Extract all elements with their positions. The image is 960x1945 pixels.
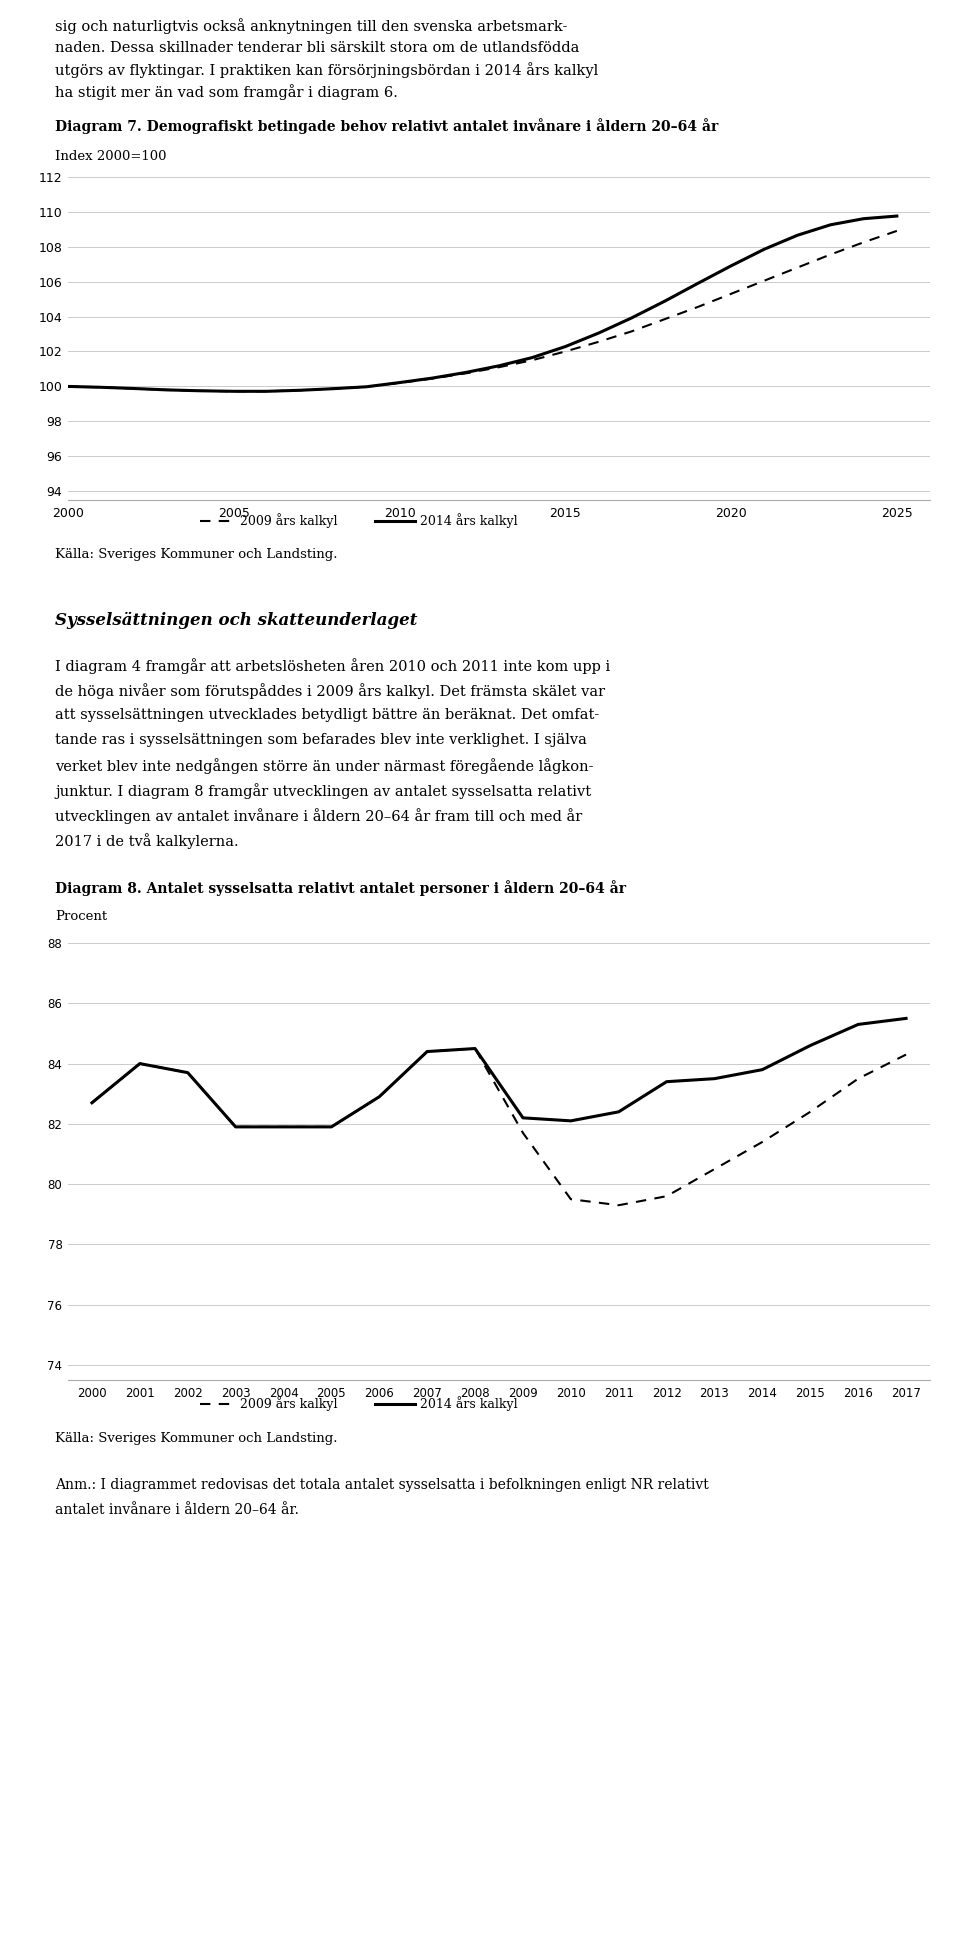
Text: Sysselsättningen och skatteunderlaget: Sysselsättningen och skatteunderlaget	[55, 613, 418, 628]
Text: verket blev inte nedgången större än under närmast föregående lågkon-: verket blev inte nedgången större än und…	[55, 759, 593, 774]
Text: Anm.: I diagrammet redovisas det totala antalet sysselsatta i befolkningen enlig: Anm.: I diagrammet redovisas det totala …	[55, 1478, 708, 1492]
Text: Källa: Sveriges Kommuner och Landsting.: Källa: Sveriges Kommuner och Landsting.	[55, 1432, 338, 1445]
Text: utgörs av flyktingar. I praktiken kan försörjningsbördan i 2014 års kalkyl: utgörs av flyktingar. I praktiken kan fö…	[55, 62, 598, 78]
Text: Källa: Sveriges Kommuner och Landsting.: Källa: Sveriges Kommuner och Landsting.	[55, 548, 338, 560]
Text: Diagram 7. Demografiskt betingade behov relativt antalet invånare i åldern 20–64: Diagram 7. Demografiskt betingade behov …	[55, 119, 718, 134]
Text: 16  Den svårförutsägbara framtiden – En jämförelse av två framtidsstudier: 16 Den svårförutsägbara framtiden – En j…	[55, 1920, 578, 1935]
Text: 2009 års kalkyl: 2009 års kalkyl	[240, 1397, 338, 1412]
Text: de höga nivåer som förutspåddes i 2009 års kalkyl. Det främsta skälet var: de höga nivåer som förutspåddes i 2009 å…	[55, 683, 605, 698]
Text: tande ras i sysselsättningen som befarades blev inte verklighet. I själva: tande ras i sysselsättningen som befarad…	[55, 733, 587, 747]
Text: antalet invånare i åldern 20–64 år.: antalet invånare i åldern 20–64 år.	[55, 1503, 299, 1517]
Text: 2014 års kalkyl: 2014 års kalkyl	[420, 513, 517, 529]
Text: 2017 i de två kalkylerna.: 2017 i de två kalkylerna.	[55, 832, 239, 848]
Text: sig och naturligtvis också anknytningen till den svenska arbetsmark-: sig och naturligtvis också anknytningen …	[55, 18, 567, 33]
Text: att sysselsättningen utvecklades betydligt bättre än beräknat. Det omfat-: att sysselsättningen utvecklades betydli…	[55, 708, 599, 722]
Text: Diagram 8. Antalet sysselsatta relativt antalet personer i åldern 20–64 år: Diagram 8. Antalet sysselsatta relativt …	[55, 879, 626, 897]
Text: junktur. I diagram 8 framgår utvecklingen av antalet sysselsatta relativt: junktur. I diagram 8 framgår utvecklinge…	[55, 784, 591, 799]
Text: Index 2000=100: Index 2000=100	[55, 150, 166, 163]
Text: Procent: Procent	[55, 910, 108, 924]
Text: naden. Dessa skillnader tenderar bli särskilt stora om de utlandsfödda: naden. Dessa skillnader tenderar bli sär…	[55, 41, 580, 54]
Text: 2009 års kalkyl: 2009 års kalkyl	[240, 513, 338, 529]
Text: ha stigit mer än vad som framgår i diagram 6.: ha stigit mer än vad som framgår i diagr…	[55, 84, 397, 99]
Text: utvecklingen av antalet invånare i åldern 20–64 år fram till och med år: utvecklingen av antalet invånare i ålder…	[55, 807, 583, 825]
Text: 2014 års kalkyl: 2014 års kalkyl	[420, 1397, 517, 1412]
Text: I diagram 4 framgår att arbetslösheten åren 2010 och 2011 inte kom upp i: I diagram 4 framgår att arbetslösheten å…	[55, 657, 611, 673]
